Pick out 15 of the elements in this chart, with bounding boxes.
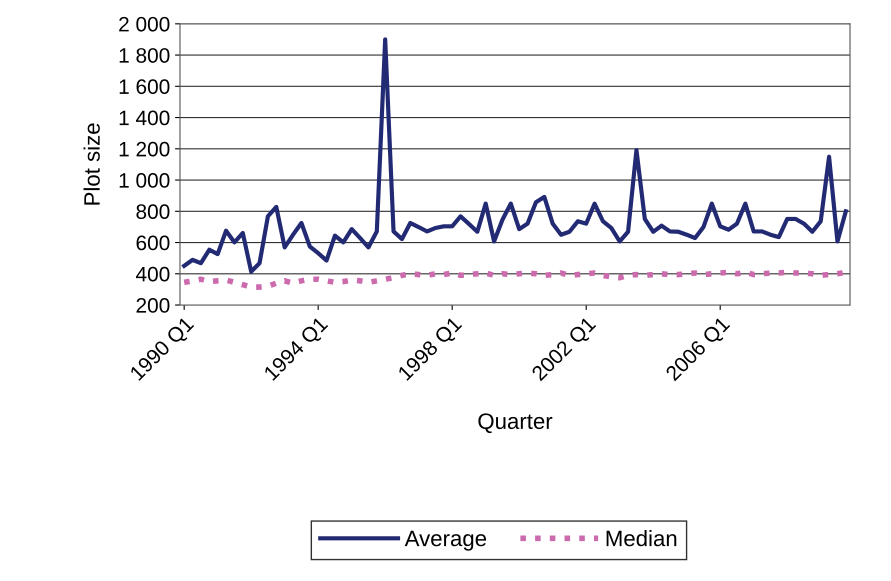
y-axis-title: Plot size — [84, 123, 100, 205]
legend-label: Average — [404, 530, 486, 551]
y-tick-label: 1 200 — [120, 142, 170, 157]
y-tick-label: 1 600 — [120, 79, 170, 94]
y-tick-label: 1 800 — [120, 48, 170, 63]
y-tick-label: 2 000 — [119, 16, 170, 32]
y-tick-label: 1 000 — [120, 173, 170, 188]
y-tick-label: 800 — [136, 204, 170, 220]
y-tick-label: 200 — [136, 298, 170, 313]
y-tick-label: 400 — [136, 266, 170, 282]
legend-label: Median — [606, 530, 676, 546]
line-series — [182, 37, 848, 274]
x-axis-title: Quarter — [478, 413, 552, 434]
y-tick-label: 1 400 — [120, 110, 170, 126]
y-tick-label: 600 — [136, 236, 170, 250]
